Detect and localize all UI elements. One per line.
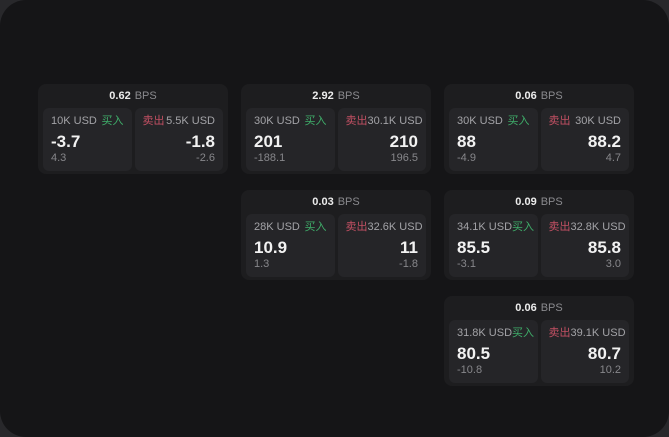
- sell-amount: 39.1K USD: [570, 327, 626, 339]
- sell-amount: 32.6K USD: [367, 221, 423, 233]
- buy-panel[interactable]: 28K USD 买入 10.9 1.3: [246, 214, 335, 277]
- spread-value: 0.62: [109, 90, 131, 102]
- buy-label: 买入: [507, 115, 530, 127]
- quote-card: 0.09 BPS 34.1K USD 买入 85.5 -3.1 卖出 32.8K…: [444, 190, 634, 280]
- panels-row: 30K USD 买入 201 -188.1 卖出 30.1K USD 210 1…: [241, 108, 431, 174]
- spread-header: 0.09 BPS: [444, 190, 634, 214]
- sell-label: 卖出: [345, 221, 368, 233]
- buy-label: 买入: [304, 221, 327, 233]
- sell-price: 88.2: [587, 132, 621, 151]
- quote-card: 0.06 BPS 31.8K USD 买入 80.5 -10.8 卖出 39.1…: [444, 296, 634, 386]
- spread-header: 0.62 BPS: [38, 84, 228, 108]
- spread-value: 0.06: [515, 302, 537, 314]
- buy-delta: -10.8: [457, 364, 483, 376]
- sell-delta: 10.2: [599, 364, 621, 376]
- spread-header: 0.03 BPS: [241, 190, 431, 214]
- buy-label: 买入: [304, 115, 327, 127]
- sell-delta: -2.6: [196, 152, 215, 164]
- sell-panel[interactable]: 卖出 30K USD 88.2 4.7: [540, 108, 629, 171]
- sell-label: 卖出: [142, 115, 165, 127]
- sell-panel[interactable]: 卖出 30.1K USD 210 196.5: [337, 108, 426, 171]
- buy-delta: 4.3: [51, 152, 67, 164]
- sell-label: 卖出: [548, 115, 571, 127]
- buy-price: -3.7: [51, 132, 81, 151]
- sell-amount: 32.8K USD: [570, 221, 626, 233]
- buy-amount: 28K USD: [254, 221, 300, 233]
- buy-label: 买入: [512, 221, 535, 233]
- buy-label: 买入: [101, 115, 124, 127]
- spread-unit: BPS: [540, 90, 563, 102]
- panels-row: 34.1K USD 买入 85.5 -3.1 卖出 32.8K USD 85.8…: [444, 214, 634, 280]
- panels-row: 10K USD 买入 -3.7 4.3 卖出 5.5K USD -1.8 -2.…: [38, 108, 228, 174]
- spread-header: 0.06 BPS: [444, 84, 634, 108]
- sell-panel[interactable]: 卖出 5.5K USD -1.8 -2.6: [134, 108, 223, 171]
- panels-row: 30K USD 买入 88 -4.9 卖出 30K USD 88.2 4.7: [444, 108, 634, 174]
- sell-label: 卖出: [548, 327, 571, 339]
- quote-card: 0.03 BPS 28K USD 买入 10.9 1.3 卖出 32.6K US…: [241, 190, 431, 280]
- sell-amount: 30.1K USD: [367, 115, 423, 127]
- panels-row: 31.8K USD 买入 80.5 -10.8 卖出 39.1K USD 80.…: [444, 320, 634, 386]
- buy-panel[interactable]: 34.1K USD 买入 85.5 -3.1: [449, 214, 538, 277]
- spread-value: 0.03: [312, 196, 334, 208]
- panels-row: 28K USD 买入 10.9 1.3 卖出 32.6K USD 11 -1.8: [241, 214, 431, 280]
- buy-delta: 1.3: [254, 258, 270, 270]
- buy-amount: 30K USD: [254, 115, 300, 127]
- sell-price: 11: [400, 238, 418, 257]
- sell-label: 卖出: [345, 115, 368, 127]
- spread-unit: BPS: [337, 196, 360, 208]
- sell-panel[interactable]: 卖出 32.6K USD 11 -1.8: [337, 214, 426, 277]
- sell-label: 卖出: [548, 221, 571, 233]
- spread-unit: BPS: [540, 196, 563, 208]
- sell-price: 80.7: [587, 344, 621, 363]
- spread-header: 2.92 BPS: [241, 84, 431, 108]
- sell-delta: 4.7: [605, 152, 621, 164]
- buy-label: 买入: [512, 327, 535, 339]
- buy-panel[interactable]: 31.8K USD 买入 80.5 -10.8: [449, 320, 538, 383]
- sell-panel[interactable]: 卖出 32.8K USD 85.8 3.0: [540, 214, 629, 277]
- spread-value: 0.06: [515, 90, 537, 102]
- buy-delta: -3.1: [457, 258, 476, 270]
- buy-panel[interactable]: 30K USD 买入 201 -188.1: [246, 108, 335, 171]
- buy-delta: -4.9: [457, 152, 476, 164]
- buy-price: 10.9: [254, 238, 288, 257]
- buy-delta: -188.1: [254, 152, 286, 164]
- spread-value: 2.92: [312, 90, 334, 102]
- sell-delta: 196.5: [390, 152, 418, 164]
- quote-card: 2.92 BPS 30K USD 买入 201 -188.1 卖出 30.1K …: [241, 84, 431, 174]
- buy-amount: 31.8K USD: [457, 327, 513, 339]
- sell-amount: 5.5K USD: [166, 115, 215, 127]
- spread-unit: BPS: [134, 90, 157, 102]
- sell-delta: 3.0: [605, 258, 621, 270]
- sell-panel[interactable]: 卖出 39.1K USD 80.7 10.2: [540, 320, 629, 383]
- buy-amount: 30K USD: [457, 115, 503, 127]
- quote-cards-grid: 0.62 BPS 10K USD 买入 -3.7 4.3 卖出 5.5K USD…: [38, 84, 634, 386]
- sell-amount: 30K USD: [575, 115, 621, 127]
- spread-unit: BPS: [540, 302, 563, 314]
- buy-panel[interactable]: 30K USD 买入 88 -4.9: [449, 108, 538, 171]
- buy-amount: 10K USD: [51, 115, 97, 127]
- buy-price: 80.5: [457, 344, 491, 363]
- quote-card: 0.06 BPS 30K USD 买入 88 -4.9 卖出 30K USD 8…: [444, 84, 634, 174]
- spread-value: 0.09: [515, 196, 537, 208]
- sell-delta: -1.8: [399, 258, 418, 270]
- sell-price: -1.8: [185, 132, 215, 151]
- spread-header: 0.06 BPS: [444, 296, 634, 320]
- buy-panel[interactable]: 10K USD 买入 -3.7 4.3: [43, 108, 132, 171]
- buy-price: 201: [254, 132, 283, 151]
- quote-card: 0.62 BPS 10K USD 买入 -3.7 4.3 卖出 5.5K USD…: [38, 84, 228, 174]
- buy-price: 88: [457, 132, 476, 151]
- buy-amount: 34.1K USD: [457, 221, 513, 233]
- sell-price: 210: [389, 132, 418, 151]
- sell-price: 85.8: [587, 238, 621, 257]
- buy-price: 85.5: [457, 238, 491, 257]
- spread-unit: BPS: [337, 90, 360, 102]
